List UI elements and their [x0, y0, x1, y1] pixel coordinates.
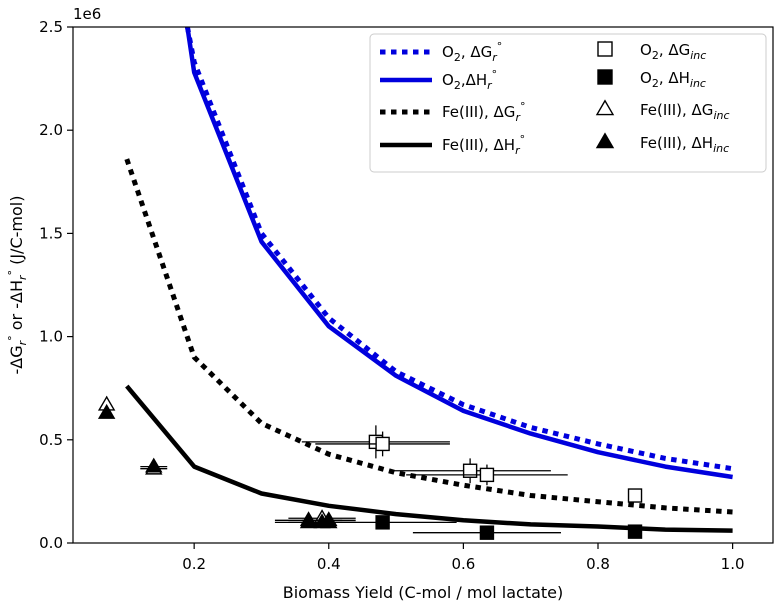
x-tick-label: 0.8 — [586, 555, 610, 573]
legend-label: Fe(III), ΔGr° — [442, 100, 525, 124]
data-point — [145, 457, 163, 473]
series-line-4 — [125, 384, 733, 533]
axis-ticks: 0.2 0.4 0.6 0.8 1.0 0.0 0.5 1.0 1.5 2.0 2.5 — [39, 18, 744, 573]
marker-series-1 — [301, 425, 643, 503]
y-tick-label: 1.5 — [39, 224, 63, 242]
legend-label: Fe(III), ΔHinc — [640, 134, 729, 155]
marker-series-4 — [97, 403, 356, 529]
legend-marker-4 — [595, 132, 615, 149]
marker-series-3 — [97, 395, 356, 527]
legend-label: O2,ΔHr° — [442, 68, 497, 92]
legend-label: O2, ΔGr° — [442, 40, 502, 64]
plot-area — [97, 27, 733, 540]
data-point — [627, 488, 643, 503]
axes-frame — [72, 26, 774, 544]
legend: O2, ΔGr° O2,ΔHr° Fe(III), ΔGr° Fe(III), ΔHr… — [369, 33, 767, 173]
y-axis-multiplier: 1e6 — [73, 5, 101, 23]
legend-label: Fe(III), ΔGinc — [640, 101, 730, 122]
data-point — [627, 524, 643, 539]
x-tick-label: 1.0 — [721, 555, 745, 573]
data-point — [375, 515, 390, 530]
x-tick-label: 0.6 — [451, 555, 475, 573]
data-point — [479, 525, 495, 540]
series-line-1 — [184, 27, 733, 472]
series-line-2 — [185, 27, 733, 480]
series-line-3 — [124, 158, 733, 515]
legend-marker-3 — [595, 99, 615, 116]
data-point — [479, 467, 495, 483]
x-tick-label: 0.4 — [317, 555, 341, 573]
y-tick-label: 0.5 — [39, 431, 63, 449]
y-tick-label: 1.0 — [39, 328, 63, 346]
y-tick-label: 2.0 — [39, 121, 63, 139]
legend-box — [369, 33, 767, 173]
x-tick-label: 0.2 — [182, 555, 206, 573]
data-point — [97, 403, 116, 419]
y-axis-label: -ΔGr° or -ΔHr° (J/C-mol) — [6, 196, 29, 375]
x-axis-label: Biomass Yield (C-mol / mol lactate) — [283, 583, 564, 602]
legend-marker-1 — [597, 41, 613, 57]
legend-marker-2 — [597, 69, 613, 85]
legend-label: O2, ΔHinc — [640, 69, 706, 90]
data-point — [375, 436, 390, 452]
data-point — [462, 463, 478, 478]
legend-label: O2, ΔGinc — [640, 41, 706, 62]
legend-label: Fe(III), ΔHr° — [442, 133, 525, 157]
data-point — [320, 513, 338, 529]
y-tick-label: 0.0 — [39, 534, 63, 552]
y-tick-label: 2.5 — [39, 18, 63, 36]
data-point — [299, 513, 318, 529]
